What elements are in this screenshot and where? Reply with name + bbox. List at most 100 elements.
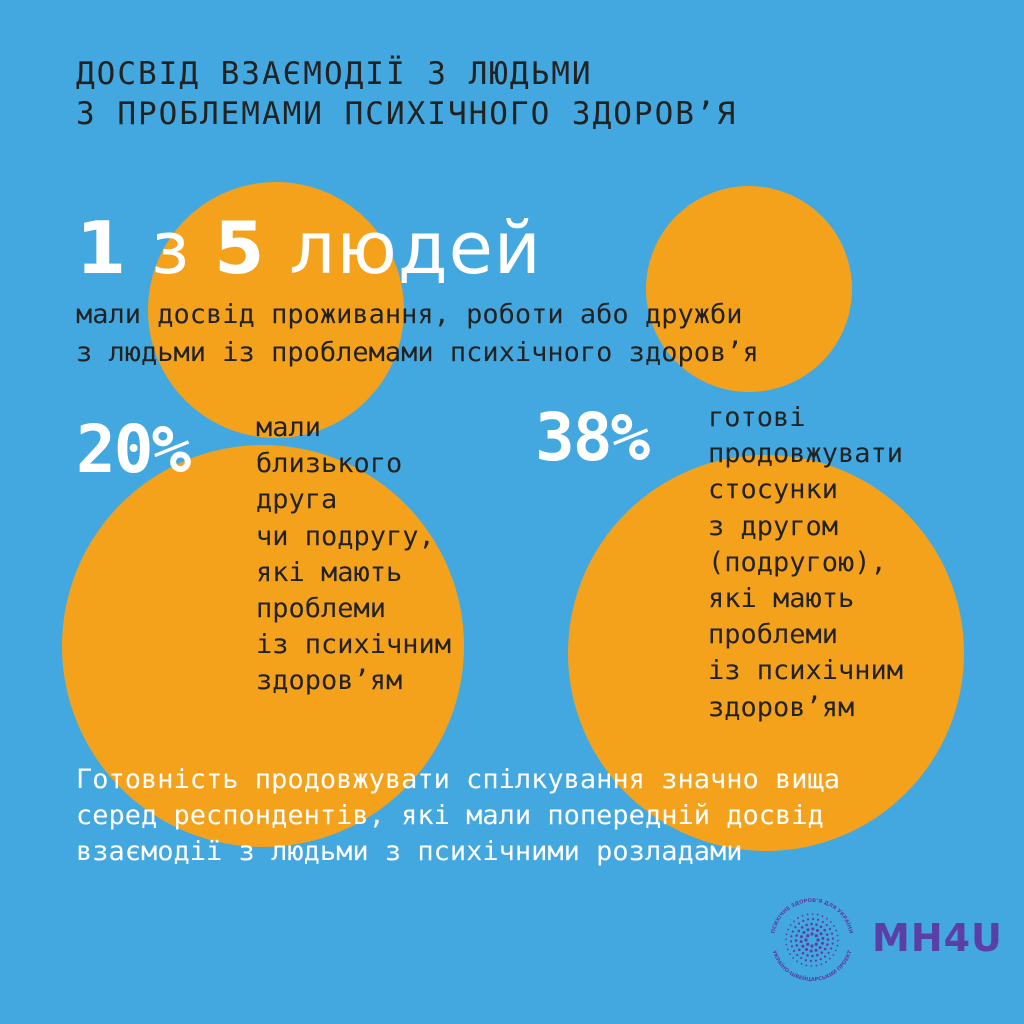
logo-dot xyxy=(826,938,830,941)
stat-description-friend: мали близького друга чи подругу, які маю… xyxy=(256,410,451,700)
logo-dot xyxy=(825,933,829,936)
logo-dot xyxy=(819,925,823,929)
logo-dot xyxy=(796,960,798,963)
logo-dot xyxy=(815,923,818,926)
logo-dot xyxy=(794,926,797,929)
stat-line: мали xyxy=(256,412,322,443)
stat-value-continue: 38% xyxy=(535,399,650,476)
logo-dot xyxy=(819,932,823,936)
logo-dot xyxy=(806,913,809,916)
logo-dot xyxy=(797,922,801,925)
logo-dot xyxy=(819,958,822,961)
logo-dot xyxy=(804,938,808,942)
page-title: ДОСВІД ВЗАЄМОДІЇ З ЛЮДЬМИ З ПРОБЛЕМАМИ П… xyxy=(76,54,737,134)
logo-dot xyxy=(816,913,819,916)
logo-dot xyxy=(793,920,795,923)
logo-dot xyxy=(815,964,818,967)
decorative-circle-top-left xyxy=(148,182,404,438)
logo-dot xyxy=(787,928,790,931)
logo-dot xyxy=(800,956,803,960)
stat-line: здоров’ям xyxy=(708,691,855,723)
logo-dot xyxy=(789,940,793,943)
stat-line: які мають xyxy=(256,556,403,588)
logo-dot xyxy=(832,954,835,956)
logo-dot xyxy=(836,934,839,937)
logo-dot xyxy=(816,928,820,932)
logo-dot xyxy=(804,948,808,952)
logo-dot xyxy=(811,927,815,931)
logo-dot xyxy=(786,948,789,951)
logo-dot xyxy=(821,915,824,918)
logo-dot xyxy=(814,959,818,962)
subline-line-2: з людьми із проблемами психічного здоров… xyxy=(76,337,759,368)
logo-dot xyxy=(792,957,795,959)
stat-description-continue: готові продовжувати стосунки з другом (п… xyxy=(708,400,903,726)
logo-dot xyxy=(816,953,819,957)
footer-note: Готовність продовжувати спілкування знач… xyxy=(76,762,840,870)
logo-dot xyxy=(801,914,804,917)
logo-dot xyxy=(785,933,788,936)
stat-line: чи подругу, xyxy=(256,520,435,552)
logo-dot xyxy=(820,963,823,966)
logo-dot xyxy=(835,929,838,932)
logo-dot xyxy=(794,939,798,942)
logo-dot xyxy=(809,949,813,953)
logo-dot xyxy=(805,964,808,967)
stat-line: друга xyxy=(256,484,338,516)
headline-description: мали досвід проживання, роботи або дружб… xyxy=(76,296,759,372)
logo-dot xyxy=(806,918,810,921)
logo-dot xyxy=(828,927,831,931)
subline-line-1: мали досвід проживання, роботи або дружб… xyxy=(76,299,743,330)
headline-word: людей xyxy=(289,206,542,290)
stat-line: стосунки xyxy=(708,474,839,506)
logo-dot xyxy=(823,928,826,932)
logo-dot xyxy=(797,917,799,919)
logo-dot xyxy=(785,943,788,946)
logo-dot xyxy=(801,951,805,955)
stat-line: (подругою), xyxy=(708,546,887,578)
logo-dot xyxy=(806,954,809,957)
stat-line: здоров’ям xyxy=(256,665,403,697)
stat-line: проблеми xyxy=(256,593,387,625)
logo-dot xyxy=(797,929,801,933)
stat-line: проблеми xyxy=(708,619,839,651)
logo-dot xyxy=(817,918,820,922)
logo-dot xyxy=(825,961,827,963)
stat-line: із психічним xyxy=(708,655,904,687)
logo-dot xyxy=(830,932,834,935)
logo-dot xyxy=(790,935,793,938)
logo-dot xyxy=(825,923,828,927)
logo-dot xyxy=(799,940,803,944)
logo-dot xyxy=(823,947,827,951)
logo-dot xyxy=(796,953,799,957)
decorative-circle-top-right xyxy=(646,186,852,392)
footer-line-2: серед респондентів, які мали попередній … xyxy=(76,800,824,831)
logo-dot xyxy=(826,943,829,946)
logo-dot xyxy=(829,921,832,923)
logo-dot xyxy=(810,944,814,948)
logo-dot xyxy=(793,949,796,953)
logo-dot xyxy=(805,923,808,927)
logo-dot xyxy=(798,948,801,952)
logo-dot xyxy=(818,945,822,949)
logo-dot xyxy=(812,917,815,921)
logo-dot xyxy=(795,934,798,937)
stat-line: продовжувати xyxy=(708,438,904,470)
logo-dot xyxy=(821,941,825,945)
logo-dot xyxy=(811,913,814,915)
footer-line-1: Готовність продовжувати спілкування знач… xyxy=(76,764,841,795)
logo-dot xyxy=(827,951,830,954)
logo-dot xyxy=(790,945,794,948)
headline-number-two: 5 xyxy=(214,206,266,290)
logo-dot xyxy=(809,959,812,963)
footer-line-3: взаємодії з людьми з психічними розладам… xyxy=(76,836,743,867)
logo-dot xyxy=(816,938,820,942)
logo-dot xyxy=(821,920,824,924)
logo-dot xyxy=(799,935,803,939)
headline-number-one: 1 xyxy=(76,206,128,290)
logo-dot xyxy=(821,936,825,940)
title-line-1: ДОСВІД ВЗАЄМОДІЇ З ЛЮДЬМИ xyxy=(76,56,593,92)
logo-dot xyxy=(804,958,807,962)
logo-dot xyxy=(806,928,810,932)
stat-line: близького xyxy=(256,448,403,480)
